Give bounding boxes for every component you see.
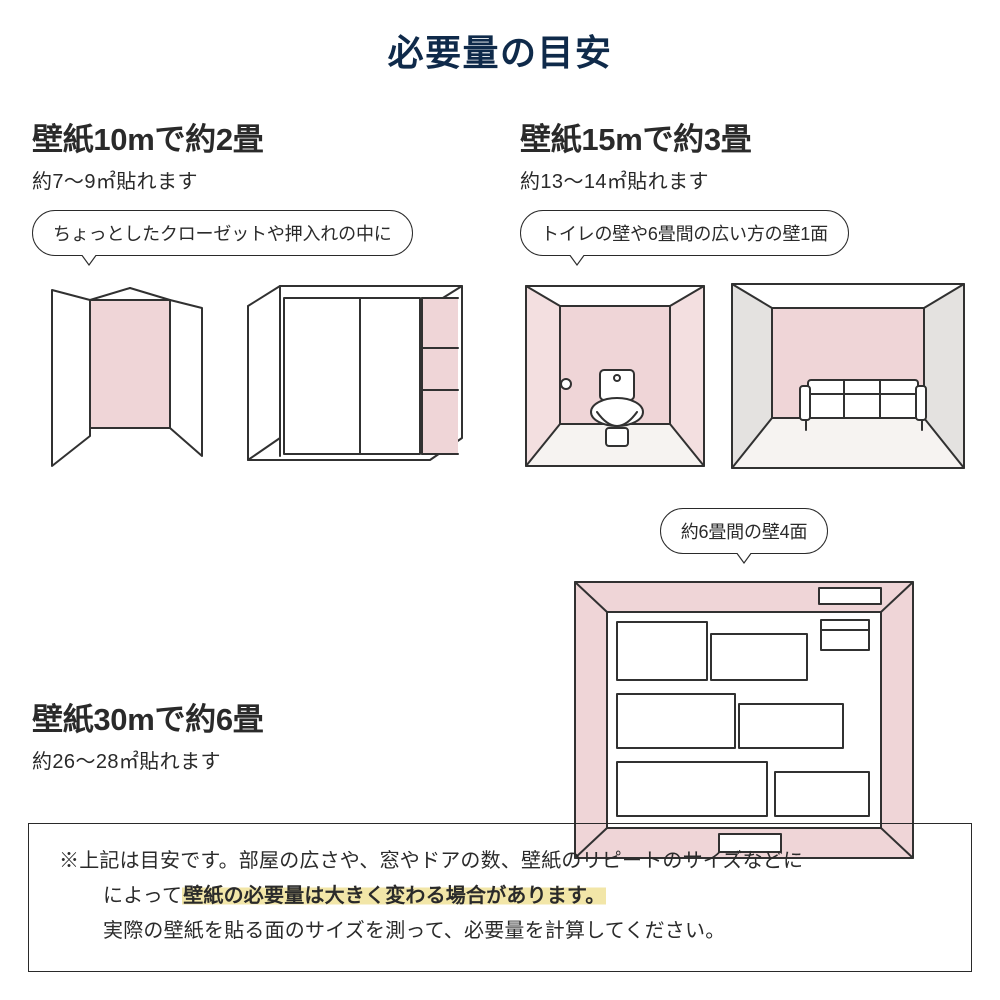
section-30m: 壁紙30mで約6畳 約26〜28㎡貼れます: [32, 508, 470, 866]
section-15m-illustrations: [520, 278, 968, 478]
toilet-room-icon: [520, 278, 710, 478]
note-line-2-pre: によって: [103, 885, 182, 907]
closet-sliding-icon: [240, 278, 470, 468]
section-15m-sub: 約13〜14㎡貼れます: [520, 165, 968, 194]
section-15m: 壁紙15mで約3畳 約13〜14㎡貼れます トイレの壁や6畳間の広い方の壁1面: [520, 114, 968, 478]
section-15m-bubble: トイレの壁や6畳間の広い方の壁1面: [520, 210, 849, 256]
note-line-2-highlight: 壁紙の必要量は大きく変わる場合があります。: [182, 885, 606, 907]
note-line-2: によって壁紙の必要量は大きく変わる場合があります。: [59, 879, 941, 914]
section-15m-heading: 壁紙15mで約3畳: [520, 114, 968, 159]
note-line-1: ※上記は目安です。部屋の広さや、窓やドアの数、壁紙のリピートのサイズなどに: [59, 844, 941, 879]
page-title: 必要量の目安: [32, 24, 968, 76]
section-10m: 壁紙10mで約2畳 約7〜9㎡貼れます ちょっとしたクローゼットや押入れの中に: [32, 114, 470, 478]
section-10m-illustrations: [32, 278, 470, 468]
closet-open-icon: [32, 278, 222, 468]
section-30m-sub: 約26〜28㎡貼れます: [32, 745, 470, 774]
section-30m-illustration: 約6畳間の壁4面: [520, 508, 968, 866]
section-30m-bubble: 約6畳間の壁4面: [660, 508, 829, 554]
note-box: ※上記は目安です。部屋の広さや、窓やドアの数、壁紙のリピートのサイズなどに によ…: [28, 823, 972, 972]
sections-grid: 壁紙10mで約2畳 約7〜9㎡貼れます ちょっとしたクローゼットや押入れの中に: [32, 114, 968, 866]
section-30m-heading: 壁紙30mで約6畳: [32, 694, 470, 739]
section-10m-sub: 約7〜9㎡貼れます: [32, 165, 470, 194]
living-room-wall-icon: [728, 278, 968, 478]
section-10m-heading: 壁紙10mで約2畳: [32, 114, 470, 159]
section-10m-bubble: ちょっとしたクローゼットや押入れの中に: [32, 210, 413, 256]
note-line-3: 実際の壁紙を貼る面のサイズを測って、必要量を計算してください。: [59, 914, 941, 949]
